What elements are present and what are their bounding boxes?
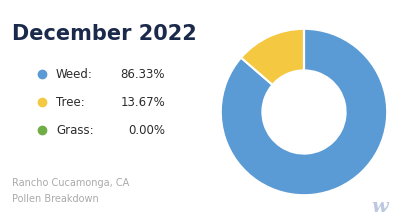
Text: Rancho Cucamonga, CA: Rancho Cucamonga, CA bbox=[12, 178, 129, 188]
Text: 13.67%: 13.67% bbox=[120, 95, 165, 108]
Wedge shape bbox=[241, 29, 304, 85]
Text: 86.33%: 86.33% bbox=[120, 67, 165, 80]
Text: 0.00%: 0.00% bbox=[128, 123, 165, 136]
Text: w: w bbox=[371, 198, 388, 216]
Wedge shape bbox=[221, 29, 387, 195]
Text: Tree:: Tree: bbox=[56, 95, 85, 108]
Text: Weed:: Weed: bbox=[56, 67, 93, 80]
Text: December 2022: December 2022 bbox=[12, 24, 197, 44]
Text: Grass:: Grass: bbox=[56, 123, 94, 136]
Text: Pollen Breakdown: Pollen Breakdown bbox=[12, 194, 99, 204]
